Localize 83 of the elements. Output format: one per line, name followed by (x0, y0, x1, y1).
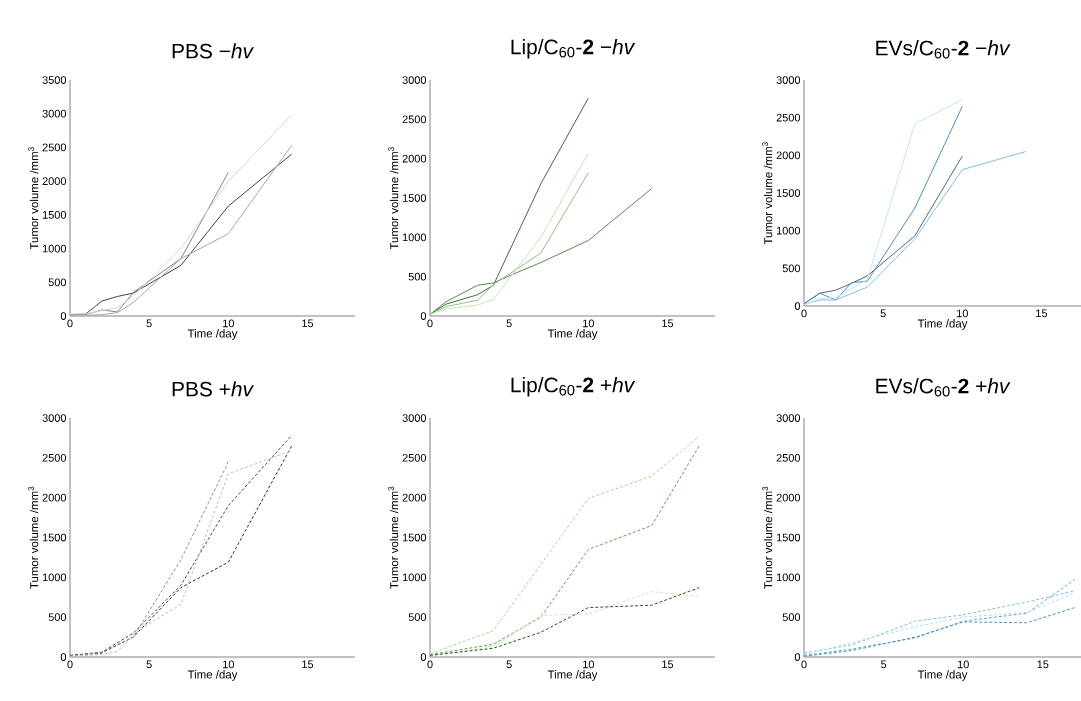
y-tick-label: 3000 (402, 76, 427, 84)
x-tick-label: 15 (1037, 660, 1049, 669)
y-tick-label: 2500 (776, 113, 801, 122)
y-tick-label: 2500 (402, 115, 427, 124)
x-tick-label: 0 (427, 660, 433, 669)
x-tick-label: 10 (583, 660, 594, 669)
x-tick-label: 5 (880, 309, 886, 318)
y-tick-label: 500 (408, 613, 427, 622)
x-tick-label: 10 (223, 660, 234, 669)
y-tick-label: 2000 (776, 151, 801, 160)
y-tick-label: 500 (48, 278, 67, 287)
y-tick-label: 2500 (42, 453, 67, 462)
y-tick-label: 1000 (42, 573, 67, 582)
y-tick-label: 3000 (402, 414, 427, 422)
y-tick-label: 3000 (42, 414, 67, 422)
y-axis-title: Tumor volume /mm$^{3}$ (28, 486, 39, 589)
y-tick-label: 500 (408, 272, 427, 281)
y-tick-label: 0 (420, 653, 427, 661)
y-axis-title: Tumor volume /mm$^{3}$ (28, 147, 39, 250)
y-tick-label: 500 (782, 613, 801, 622)
x-tick-label: 5 (881, 660, 887, 669)
x-tick-label: 0 (67, 319, 73, 328)
y-tick-label: 1500 (42, 210, 67, 219)
y-axis-title: Tumor volume /mm$^{3}$ (388, 486, 399, 589)
x-tick-label: 15 (662, 660, 674, 669)
y-tick-label: 2000 (42, 493, 67, 502)
y-tick-label: 3000 (776, 76, 801, 84)
y-tick-label: 3500 (42, 76, 67, 84)
x-tick-label: 10 (223, 319, 234, 328)
x-tick-label: 15 (662, 319, 674, 328)
y-tick-label: 2000 (402, 493, 427, 502)
x-axis-title: Time /day (187, 670, 238, 681)
chart-title: PBS +hv (172, 381, 254, 397)
x-tick-label: 5 (146, 660, 152, 669)
x-tick-label: 0 (67, 660, 73, 669)
chart-title: Lip/C$_{60}$-2 +hv (511, 377, 636, 397)
y-tick-label: 2500 (42, 143, 67, 152)
x-tick-label: 10 (957, 660, 969, 669)
x-tick-label: 0 (801, 309, 807, 318)
y-tick-label: 1500 (776, 533, 801, 542)
chart-title: Lip/C$_{60}$-2 −hv (511, 39, 636, 59)
y-tick-label: 0 (60, 653, 67, 661)
y-tick-label: 1500 (402, 533, 427, 542)
y-tick-label: 1500 (42, 533, 67, 542)
x-tick-label: 5 (506, 660, 512, 669)
y-tick-label: 0 (794, 302, 801, 310)
y-axis-title: Tumor volume /mm$^{3}$ (762, 142, 773, 245)
y-tick-label: 500 (48, 613, 67, 622)
y-tick-label: 500 (782, 264, 801, 273)
y-tick-label: 2000 (402, 154, 427, 163)
chart-title: PBS −hv (172, 43, 254, 59)
x-tick-label: 0 (427, 319, 433, 328)
y-tick-label: 3000 (776, 414, 801, 422)
x-axis-title: Time /day (187, 329, 238, 340)
y-tick-label: 0 (794, 653, 801, 661)
x-axis-title: Time /day (547, 329, 598, 340)
y-tick-label: 3000 (42, 109, 67, 118)
x-axis-title: Time /day (917, 670, 968, 681)
x-tick-label: 10 (957, 309, 968, 318)
x-tick-label: 15 (1036, 309, 1048, 318)
x-axis-title: Time /day (917, 319, 968, 330)
x-tick-label: 15 (302, 660, 314, 669)
x-tick-label: 15 (302, 319, 314, 328)
y-tick-label: 1000 (776, 573, 801, 582)
chart-title: EVs/C$_{60}$-2 +hv (876, 378, 1011, 397)
y-tick-label: 1000 (402, 233, 427, 242)
y-tick-label: 1000 (402, 573, 427, 582)
x-tick-label: 10 (583, 319, 594, 328)
y-tick-label: 2000 (776, 493, 801, 502)
y-tick-label: 1000 (42, 244, 67, 253)
y-tick-label: 1000 (776, 226, 801, 235)
x-axis-title: Time /day (547, 670, 598, 681)
chart-title: EVs/C$_{60}$-2 −hv (876, 40, 1011, 59)
y-tick-label: 1500 (402, 194, 427, 202)
y-tick-label: 2000 (42, 177, 67, 186)
x-tick-label: 0 (801, 660, 807, 669)
y-tick-label: 2500 (402, 453, 427, 462)
y-tick-label: 2500 (776, 453, 801, 462)
x-tick-label: 5 (506, 319, 512, 328)
y-axis-title: Tumor volume /mm$^{3}$ (388, 147, 399, 250)
y-axis-title: Tumor volume /mm$^{3}$ (762, 486, 773, 589)
x-tick-label: 5 (146, 319, 152, 328)
y-tick-label: 1500 (776, 189, 801, 197)
